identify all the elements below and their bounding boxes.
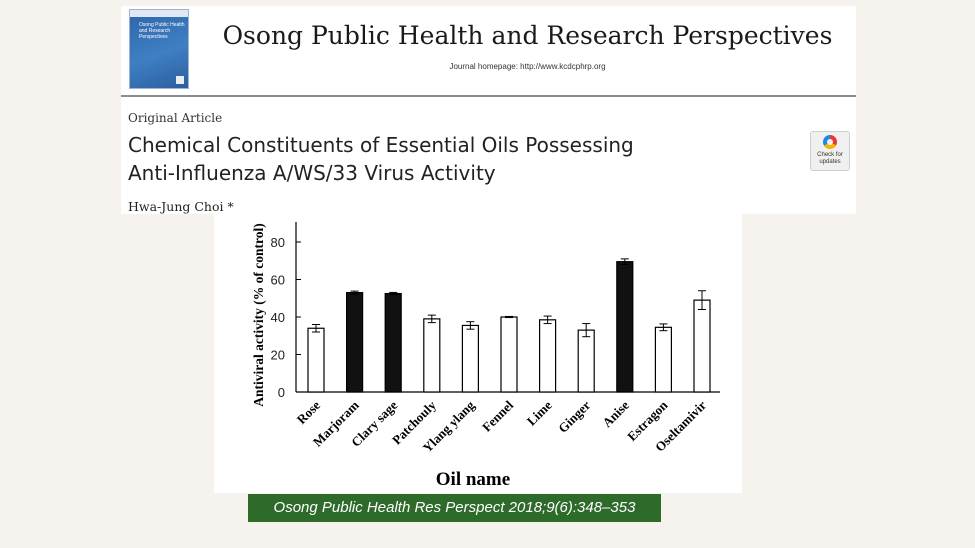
journal-homepage: Journal homepage: http://www.kcdcphrp.or… (449, 62, 606, 71)
x-tick-label: Ginger (555, 397, 593, 435)
y-tick-label: 40 (271, 310, 285, 325)
cover-top-band (130, 10, 188, 17)
article-title: Chemical Constituents of Essential Oils … (128, 131, 688, 187)
y-axis-label: Antiviral activity (% of control) (251, 223, 266, 406)
x-tick-label: Fennel (479, 397, 516, 434)
cover-seal-icon (176, 76, 184, 84)
x-tick-label: Lime (524, 397, 555, 428)
bar-ylang-ylang (461, 324, 479, 393)
y-tick-label: 80 (271, 235, 285, 250)
y-tick-label: 0 (278, 385, 285, 400)
x-axis-label: Oil name (436, 469, 510, 490)
bar-clary-sage (384, 292, 402, 393)
bar-rose (307, 327, 325, 393)
antiviral-bar-chart: 0 20 40 60 80 Antiviral activity (% of contro… (251, 222, 720, 490)
check-for-updates-button[interactable]: Check for updates (810, 131, 850, 171)
citation-banner: Osong Public Health Res Perspect 2018;9(… (248, 494, 661, 522)
bar-patchouly (423, 318, 441, 393)
journal-cover-image: Osong Public Health and Research Perspec… (129, 9, 189, 89)
y-tick-label: 20 (271, 348, 285, 363)
paper-header: Osong Public Health and Research Perspec… (121, 6, 856, 214)
journal-title: Osong Public Health and Research Perspec… (222, 21, 833, 50)
chart-panel: 0 20 40 60 80 Antiviral activity (% of contro… (214, 214, 742, 493)
check-updates-label-line-2: updates (819, 159, 841, 165)
bar-lime (539, 319, 557, 393)
x-tick-label: Rose (294, 397, 324, 427)
bar-oseltamivir (693, 299, 711, 393)
article-type: Original Article (128, 111, 223, 125)
author-name: Hwa-Jung Choi * (128, 199, 234, 214)
bar-fennel (500, 316, 518, 393)
article-title-line-1: Chemical Constituents of Essential Oils … (128, 133, 634, 157)
check-updates-label: Check for updates (811, 152, 849, 166)
check-updates-icon (823, 135, 837, 149)
cover-title-text: Osong Public Health and Research Perspec… (139, 22, 185, 40)
x-tick-label: Anise (599, 397, 632, 430)
article-title-line-2: Anti-Influenza A/WS/33 Virus Activity (128, 161, 496, 185)
bar-estragon (654, 326, 672, 393)
bar-ginger (577, 329, 595, 393)
y-tick-label: 60 (271, 273, 285, 288)
check-updates-label-line-1: Check for (817, 152, 843, 158)
header-divider (121, 95, 856, 97)
bar-marjoram (346, 292, 364, 393)
bar-anise (616, 261, 634, 393)
